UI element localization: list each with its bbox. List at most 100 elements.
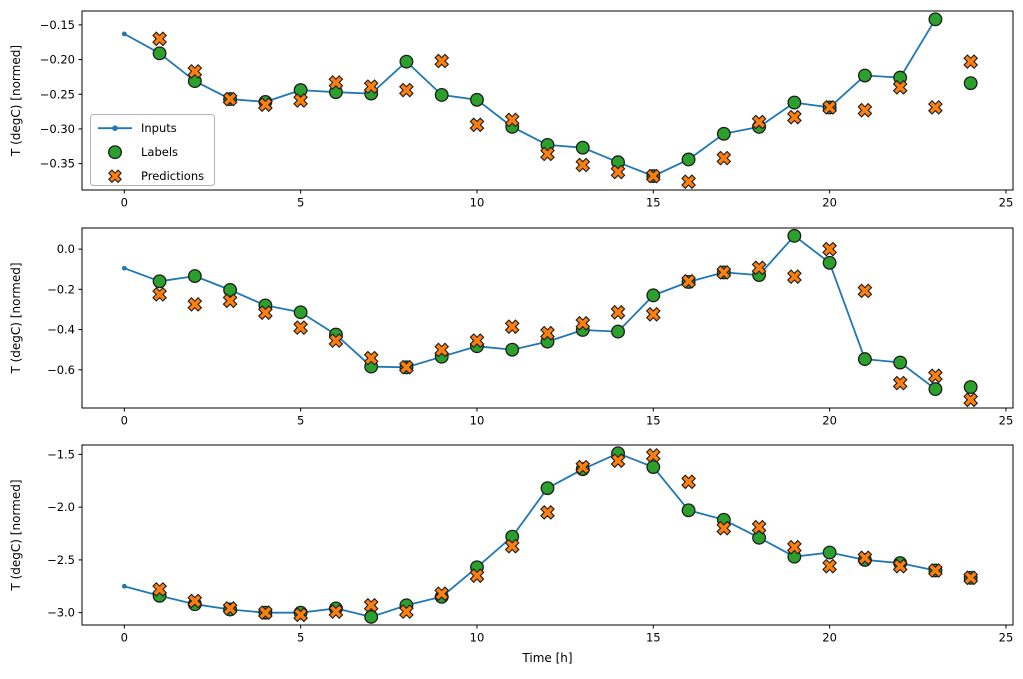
legend-item-label: Labels	[141, 145, 178, 159]
x-tick-label: 15	[646, 631, 661, 645]
prediction-point	[222, 91, 238, 107]
predictions-points	[152, 31, 979, 190]
prediction-point	[928, 563, 943, 578]
y-tick-label: −0.6	[47, 363, 75, 377]
x-tick-label: 10	[470, 631, 485, 645]
y-tick-label: 0.0	[57, 242, 75, 256]
prediction-point	[575, 315, 591, 331]
y-tick-label: −0.35	[40, 157, 75, 171]
y-tick-label: −2.5	[47, 553, 75, 567]
x-tick-label: 0	[121, 196, 128, 210]
prediction-point	[399, 359, 414, 375]
prediction-point	[399, 604, 414, 619]
x-tick-label: 20	[822, 196, 837, 210]
prediction-point	[787, 269, 802, 285]
x-tick-label: 15	[646, 196, 661, 210]
predictions-points	[152, 448, 979, 623]
prediction-point	[681, 474, 696, 490]
label-point	[152, 274, 167, 289]
prediction-point	[152, 287, 167, 302]
x-axis-label: Time [h]	[521, 651, 572, 665]
axes-frame	[81, 227, 1014, 409]
x-tick-label: 5	[297, 631, 304, 645]
prediction-point	[469, 568, 485, 584]
prediction-point	[751, 260, 767, 276]
prediction-point	[787, 539, 802, 555]
y-axis-ticks: −0.15 −0.20 −0.25 −0.30 −0.35	[40, 18, 82, 171]
x-tick-label: 0	[121, 631, 128, 645]
prediction-point	[152, 582, 167, 597]
label-point	[857, 68, 872, 83]
label-point	[646, 460, 661, 475]
x-tick-label: 20	[822, 631, 837, 645]
prediction-point	[187, 64, 203, 79]
prediction-point	[328, 604, 344, 619]
subplot-3: 0 5 10 15 20 25 −1.5 −2.0 −2.5 −3.0 T (degC) [norm…	[9, 444, 1014, 665]
prediction-point	[716, 265, 732, 280]
y-tick-label: −0.25	[40, 87, 75, 101]
y-axis-label: T (degC) [normed]	[9, 45, 23, 157]
prediction-point	[575, 157, 591, 173]
x-tick-label: 15	[646, 414, 661, 428]
y-tick-label: −0.4	[47, 323, 75, 337]
x-axis-ticks: 0 5 10 15 20 25	[121, 625, 1013, 645]
prediction-point	[504, 538, 520, 554]
prediction-point	[504, 112, 520, 128]
legend-box	[90, 114, 215, 186]
prediction-point	[363, 79, 379, 94]
label-point	[822, 255, 837, 270]
label-point	[611, 324, 625, 339]
subplot-1: 0 5 10 15 20 25 −0.15 −0.20 −0.25 −0.30 −0.35 T (de…	[9, 10, 1014, 210]
label-point	[681, 503, 696, 518]
prediction-point	[716, 520, 732, 536]
label-point	[187, 269, 202, 284]
prediction-point	[469, 333, 485, 348]
prediction-point	[434, 586, 450, 602]
prediction-point	[645, 448, 661, 463]
x-tick-label: 5	[297, 196, 304, 210]
prediction-point	[857, 102, 873, 118]
prediction-point	[293, 320, 308, 335]
prediction-point	[963, 54, 979, 69]
y-tick-label: −1.5	[47, 447, 75, 461]
prediction-point	[328, 333, 344, 348]
prediction-point	[258, 305, 273, 321]
legend-item-labels: Labels	[108, 145, 178, 159]
input-point	[121, 265, 127, 271]
label-point	[434, 87, 449, 102]
prediction-point	[328, 75, 344, 90]
prediction-point	[434, 53, 450, 69]
x-tick-label: 5	[297, 414, 304, 428]
label-point	[963, 380, 978, 395]
x-tick-label: 10	[470, 196, 485, 210]
prediction-point	[469, 117, 485, 133]
legend-item-label: Inputs	[141, 121, 177, 135]
x-tick-label: 0	[121, 414, 128, 428]
y-axis-label: T (degC) [normed]	[9, 479, 23, 591]
prediction-point	[716, 150, 732, 166]
label-point	[857, 352, 872, 367]
label-point	[928, 382, 943, 397]
prediction-point	[293, 607, 308, 623]
y-tick-label: −0.30	[40, 122, 75, 136]
axes-frame	[81, 10, 1014, 191]
prediction-point	[399, 82, 414, 98]
prediction-point	[892, 558, 908, 574]
subplot-2: 0 5 10 15 20 25 0.0 −0.2 −0.4 −0.6 T (degC) [norme…	[9, 227, 1014, 428]
prediction-point	[363, 350, 379, 366]
prediction-point	[363, 597, 379, 613]
label-point	[928, 12, 943, 27]
label-point	[681, 152, 696, 167]
prediction-point	[504, 319, 520, 335]
prediction-point	[681, 273, 696, 289]
prediction-point	[540, 146, 555, 162]
prediction-point	[892, 375, 908, 391]
x-tick-label: 25	[999, 414, 1014, 428]
x-tick-label: 25	[999, 196, 1014, 210]
label-point	[893, 355, 908, 370]
prediction-point	[610, 453, 626, 469]
prediction-point	[681, 174, 696, 190]
prediction-point	[963, 392, 979, 408]
label-point	[787, 95, 802, 110]
prediction-point	[645, 306, 661, 322]
